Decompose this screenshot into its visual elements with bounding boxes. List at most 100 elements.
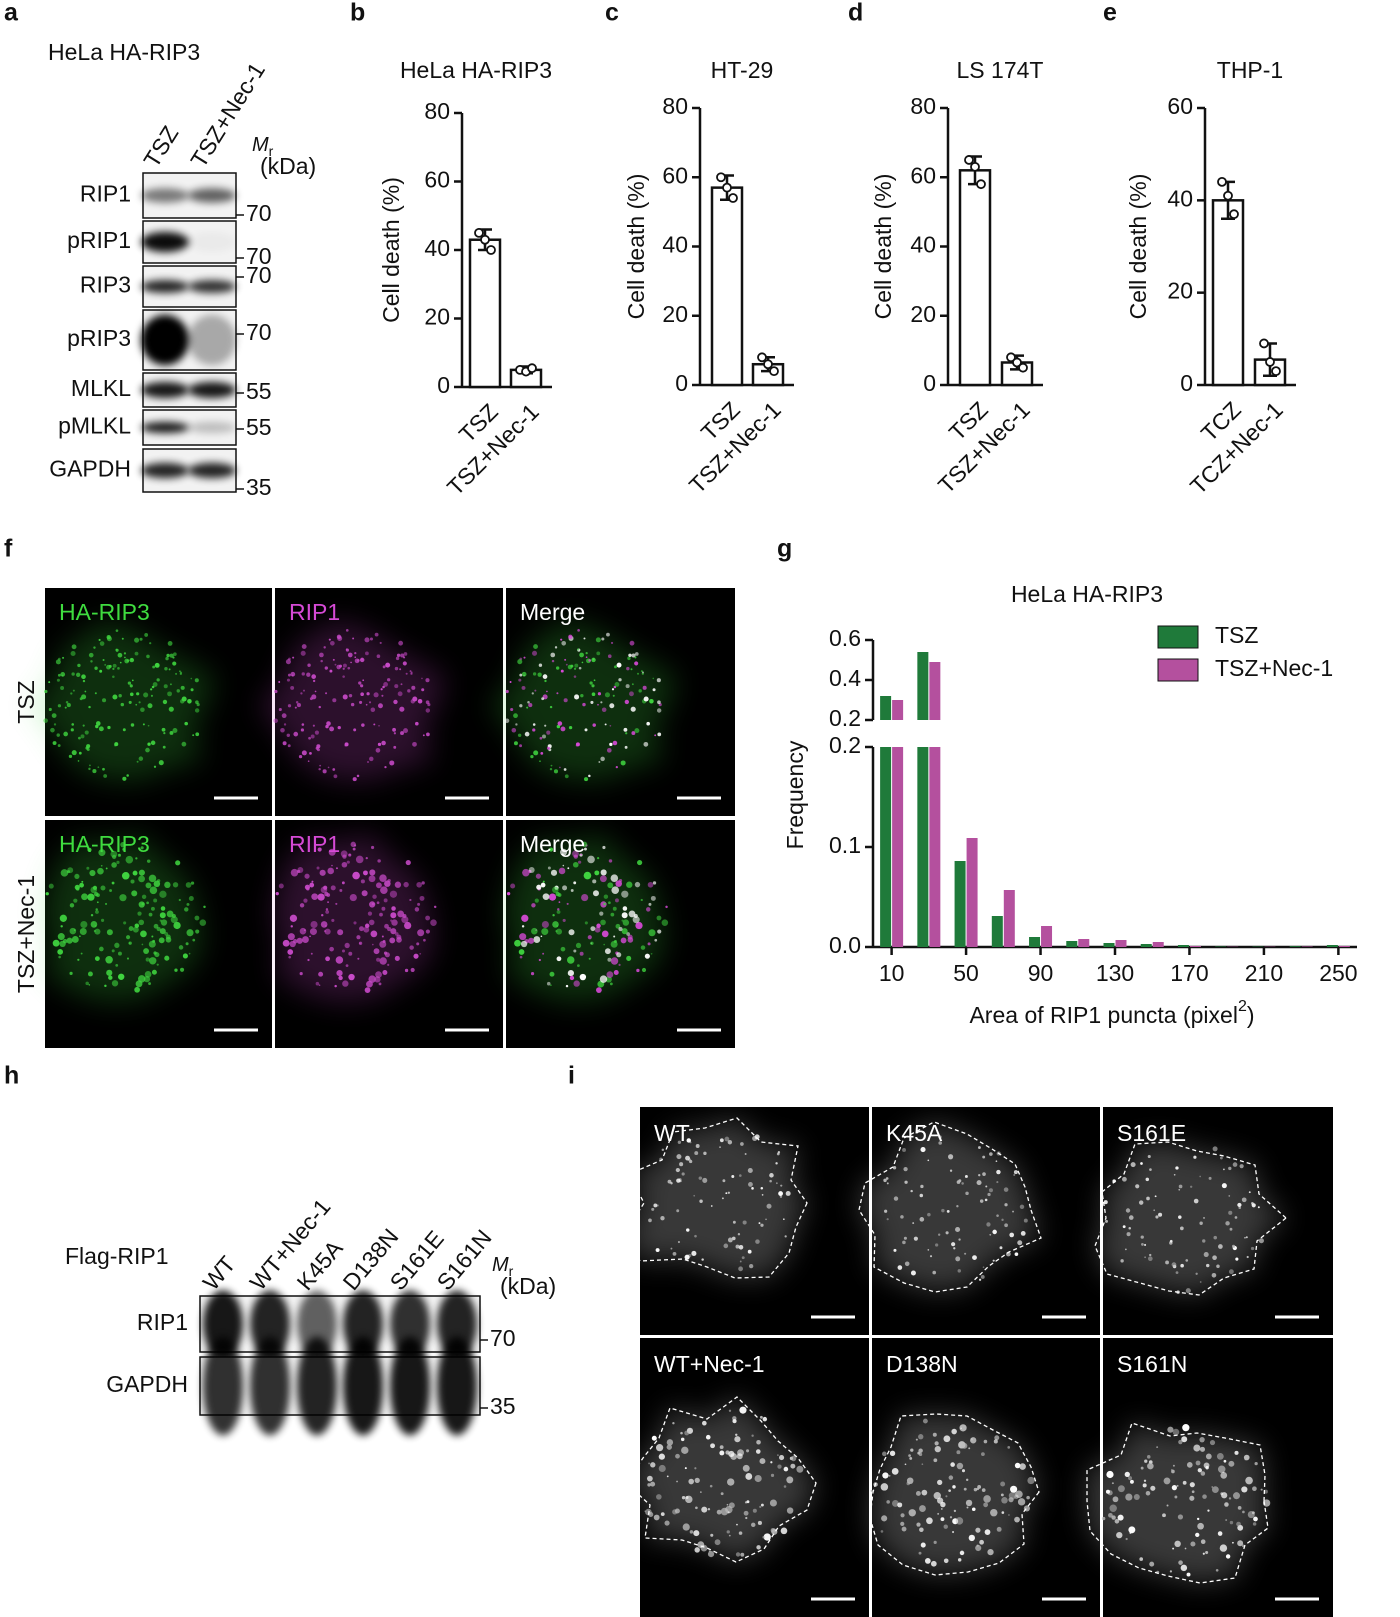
punctum — [904, 1261, 910, 1267]
punctum — [590, 926, 596, 932]
punctum — [405, 859, 411, 866]
punctum — [1144, 1243, 1147, 1246]
punctum — [334, 663, 337, 666]
punctum — [1229, 1520, 1234, 1525]
punctum — [902, 1240, 906, 1245]
punctum — [90, 660, 93, 663]
punctum — [1190, 1185, 1193, 1188]
punctum — [1258, 1238, 1264, 1244]
punctum — [328, 638, 331, 641]
y-tick-label: 0.6 — [829, 625, 861, 651]
punctum — [915, 1438, 918, 1441]
punctum — [126, 935, 131, 940]
punctum — [919, 1217, 925, 1222]
punctum — [143, 948, 150, 954]
punctum — [67, 867, 74, 874]
punctum — [103, 774, 108, 778]
punctum — [1013, 1173, 1016, 1176]
punctum — [596, 857, 600, 860]
punctum — [148, 912, 153, 917]
punctum — [1203, 1252, 1209, 1258]
y-tick-label: 80 — [662, 93, 688, 119]
punctum — [593, 679, 596, 682]
bar — [929, 662, 941, 947]
punctum — [927, 1249, 930, 1251]
y-tick-label: 80 — [910, 93, 936, 119]
punctum — [1199, 1281, 1202, 1283]
blot-band — [343, 1290, 383, 1358]
y-tick-label: 0 — [675, 370, 688, 396]
punctum — [600, 869, 607, 876]
punctum — [188, 952, 191, 955]
punctum — [394, 932, 399, 936]
punctum — [347, 652, 353, 658]
punctum — [747, 1167, 753, 1174]
punctum — [405, 672, 408, 675]
blot-band — [188, 381, 236, 399]
lane-label: TSZ — [138, 121, 183, 172]
punctum — [66, 937, 73, 944]
punctum — [1186, 1572, 1191, 1577]
punctum — [603, 943, 606, 946]
punctum — [70, 692, 73, 695]
punctum — [548, 847, 554, 852]
punctum — [694, 1467, 697, 1470]
punctum — [588, 957, 591, 960]
punctum — [532, 728, 536, 732]
punctum — [903, 1166, 908, 1172]
punctum — [376, 957, 381, 962]
punctum — [342, 663, 347, 668]
punctum — [920, 1147, 926, 1153]
punctum — [96, 893, 100, 898]
blot-band — [141, 462, 189, 479]
punctum — [933, 1540, 937, 1545]
punctum — [762, 1416, 768, 1422]
punctum — [278, 883, 284, 889]
punctum — [87, 971, 93, 977]
punctum — [53, 723, 57, 726]
punctum — [86, 866, 90, 870]
punctum — [1144, 1256, 1146, 1259]
punctum — [309, 882, 315, 888]
punctum — [570, 664, 574, 668]
punctum — [685, 1495, 693, 1504]
punctum — [287, 949, 294, 955]
punctum — [579, 951, 584, 956]
punctum — [783, 1218, 785, 1220]
punctum — [1124, 1471, 1130, 1478]
punctum — [624, 745, 628, 749]
punctum — [1000, 1481, 1006, 1487]
punctum — [783, 1485, 787, 1488]
punctum — [150, 694, 153, 697]
punctum — [976, 1180, 982, 1186]
punctum — [779, 1455, 785, 1461]
lane-label: S161N — [432, 1225, 497, 1296]
punctum — [69, 971, 73, 975]
punctum — [415, 721, 419, 726]
punctum — [517, 659, 523, 665]
punctum — [297, 867, 304, 873]
punctum — [128, 941, 132, 945]
blot-band — [188, 188, 236, 203]
punctum — [691, 1250, 697, 1257]
punctum — [1014, 1252, 1019, 1256]
punctum — [134, 986, 141, 993]
punctum — [48, 883, 54, 889]
punctum — [518, 678, 522, 682]
punctum — [136, 760, 139, 763]
punctum — [192, 938, 196, 942]
punctum — [361, 890, 368, 897]
punctum — [631, 683, 634, 686]
punctum — [362, 679, 365, 682]
punctum — [77, 958, 80, 961]
punctum — [565, 984, 569, 988]
punctum — [1225, 1221, 1230, 1226]
y-tick-label: 0.1 — [829, 832, 861, 858]
punctum — [632, 916, 640, 924]
punctum — [900, 1215, 904, 1219]
punctum — [108, 664, 112, 668]
punctum — [1162, 1513, 1166, 1518]
punctum — [105, 867, 108, 870]
punctum — [78, 751, 82, 755]
punctum — [348, 853, 351, 856]
